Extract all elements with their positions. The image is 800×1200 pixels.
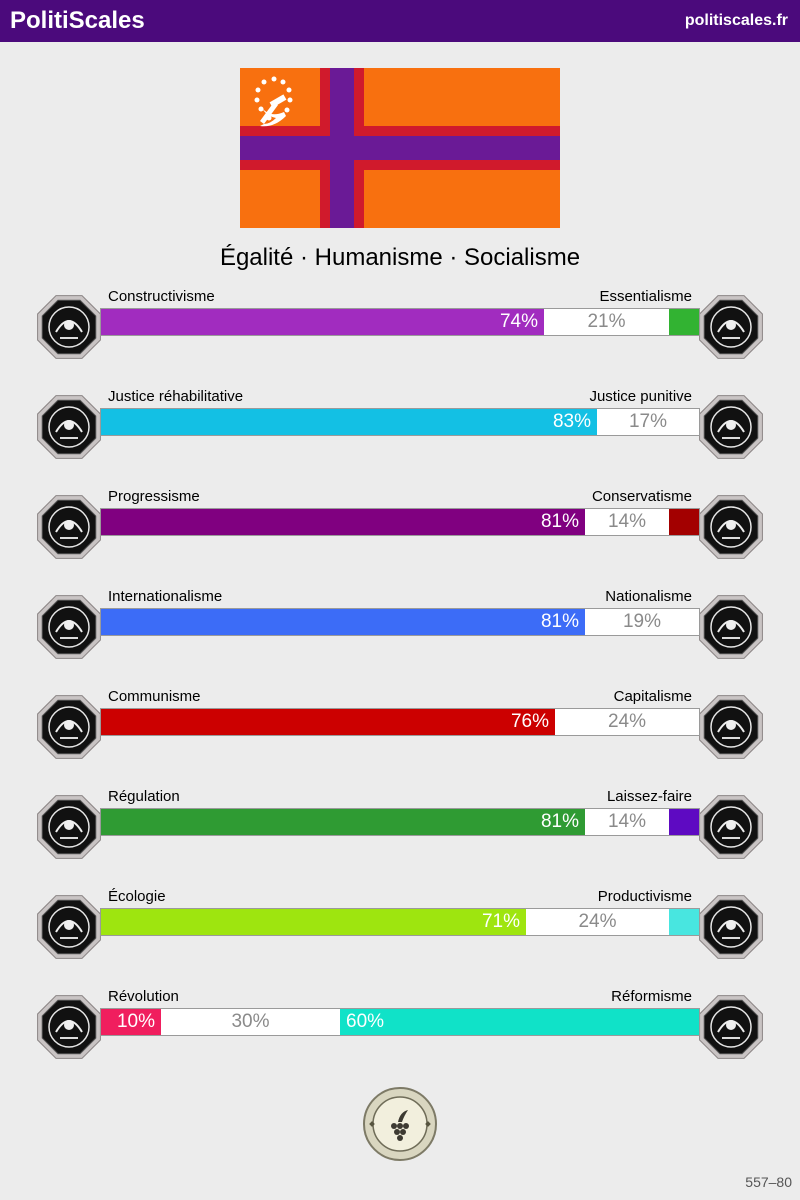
left-segment: 81%	[101, 809, 585, 835]
left-segment: 83%	[101, 409, 597, 435]
ruler-icon	[37, 795, 101, 859]
axis-bar: 74% 21%	[100, 308, 700, 336]
axis-bar: 10% 30% 60%	[100, 1008, 700, 1036]
prison-bars-icon	[699, 395, 763, 459]
header-bar: PolitiScales politiscales.fr	[0, 0, 800, 42]
axis-row: Écologie Productivisme 71% 24%	[0, 888, 800, 978]
right-segment	[669, 509, 699, 535]
flag-icon	[699, 595, 763, 659]
hammer-sickle-icon	[37, 695, 101, 759]
axis-row: Progressisme Conservatisme 81% 14%	[0, 488, 800, 578]
axis-right-label: Essentialisme	[599, 288, 692, 305]
axis-right-label: Laissez-faire	[606, 788, 692, 805]
left-segment: 10%	[101, 1009, 161, 1035]
butterfly-icon	[699, 795, 763, 859]
plant-icon	[37, 895, 101, 959]
axis-row: Régulation Laissez-faire 81% 14%	[0, 788, 800, 878]
middle-segment: 14%	[607, 811, 647, 832]
axis-bar: 81% 14%	[100, 808, 700, 836]
gear-icon	[699, 895, 763, 959]
axis-bar: 83% 17%	[100, 408, 700, 436]
flag-emblem	[240, 68, 560, 228]
middle-segment: 30%	[231, 1011, 270, 1032]
middle-segment: 21%	[587, 311, 626, 332]
axis-right-label: Productivisme	[597, 888, 692, 905]
middle-segment: 24%	[578, 911, 617, 932]
left-segment: 71%	[101, 909, 526, 935]
axis-right-label: Justice punitive	[589, 388, 692, 405]
right-segment: 60%	[340, 1009, 699, 1035]
axis-left-label: Constructivisme	[108, 288, 215, 305]
seal-icon	[363, 1087, 437, 1161]
axis-left-label: Progressisme	[108, 488, 200, 505]
axis-bar: 81% 19%	[100, 608, 700, 636]
handshake-icon	[37, 395, 101, 459]
axis-left-label: Justice réhabilitative	[108, 388, 244, 405]
middle-segment: 14%	[607, 511, 647, 532]
axis-bar: 71% 24%	[100, 908, 700, 936]
axis-left-label: Révolution	[108, 988, 179, 1005]
axis-left-label: Écologie	[108, 888, 166, 905]
right-segment	[669, 909, 699, 935]
hammer-sickle-icon	[260, 94, 287, 127]
axis-row: Justice réhabilitative Justice punitive 83…	[0, 388, 800, 478]
globe-icon	[37, 595, 101, 659]
right-segment	[669, 809, 699, 835]
result-code: 557–80	[745, 1174, 792, 1190]
axis-row: Constructivisme Essentialisme 74% 21%	[0, 288, 800, 378]
axis-right-label: Nationalisme	[605, 588, 692, 605]
left-segment: 81%	[101, 509, 585, 535]
middle-segment: 17%	[628, 411, 668, 432]
axis-right-label: Capitalisme	[613, 688, 692, 705]
axis-row: Communisme Capitalisme 76% 24%	[0, 688, 800, 778]
axis-bar: 76% 24%	[100, 708, 700, 736]
site-link[interactable]: politiscales.fr	[684, 12, 788, 29]
money-bag-icon	[699, 695, 763, 759]
right-segment	[669, 309, 699, 335]
middle-segment: 19%	[622, 611, 662, 632]
left-segment: 76%	[101, 709, 555, 735]
left-segment: 74%	[101, 309, 544, 335]
rocket-icon	[37, 495, 101, 559]
axis-right-label: Conservatisme	[591, 488, 692, 505]
flower-icon	[699, 295, 763, 359]
axis-left-label: Régulation	[108, 788, 180, 805]
middle-segment: 24%	[607, 711, 647, 732]
axis-left-label: Internationalisme	[108, 588, 223, 605]
axis-right-label: Réformisme	[611, 988, 692, 1005]
axis-bar: 81% 14%	[100, 508, 700, 536]
star-ring-icon	[254, 76, 293, 121]
brand-title[interactable]: PolitiScales	[10, 7, 145, 34]
axis-row: Révolution Réformisme 10% 30% 60%	[0, 988, 800, 1078]
eye-icon	[37, 295, 101, 359]
axis-row: Internationalisme Nationalisme 81% 19%	[0, 588, 800, 678]
slogan: Égalité · Humanisme · Socialisme	[219, 244, 581, 271]
ballot-box-icon	[699, 995, 763, 1059]
quill-icon	[699, 495, 763, 559]
left-segment: 81%	[101, 609, 585, 635]
fist-icon	[37, 995, 101, 1059]
axis-left-label: Communisme	[108, 688, 201, 705]
